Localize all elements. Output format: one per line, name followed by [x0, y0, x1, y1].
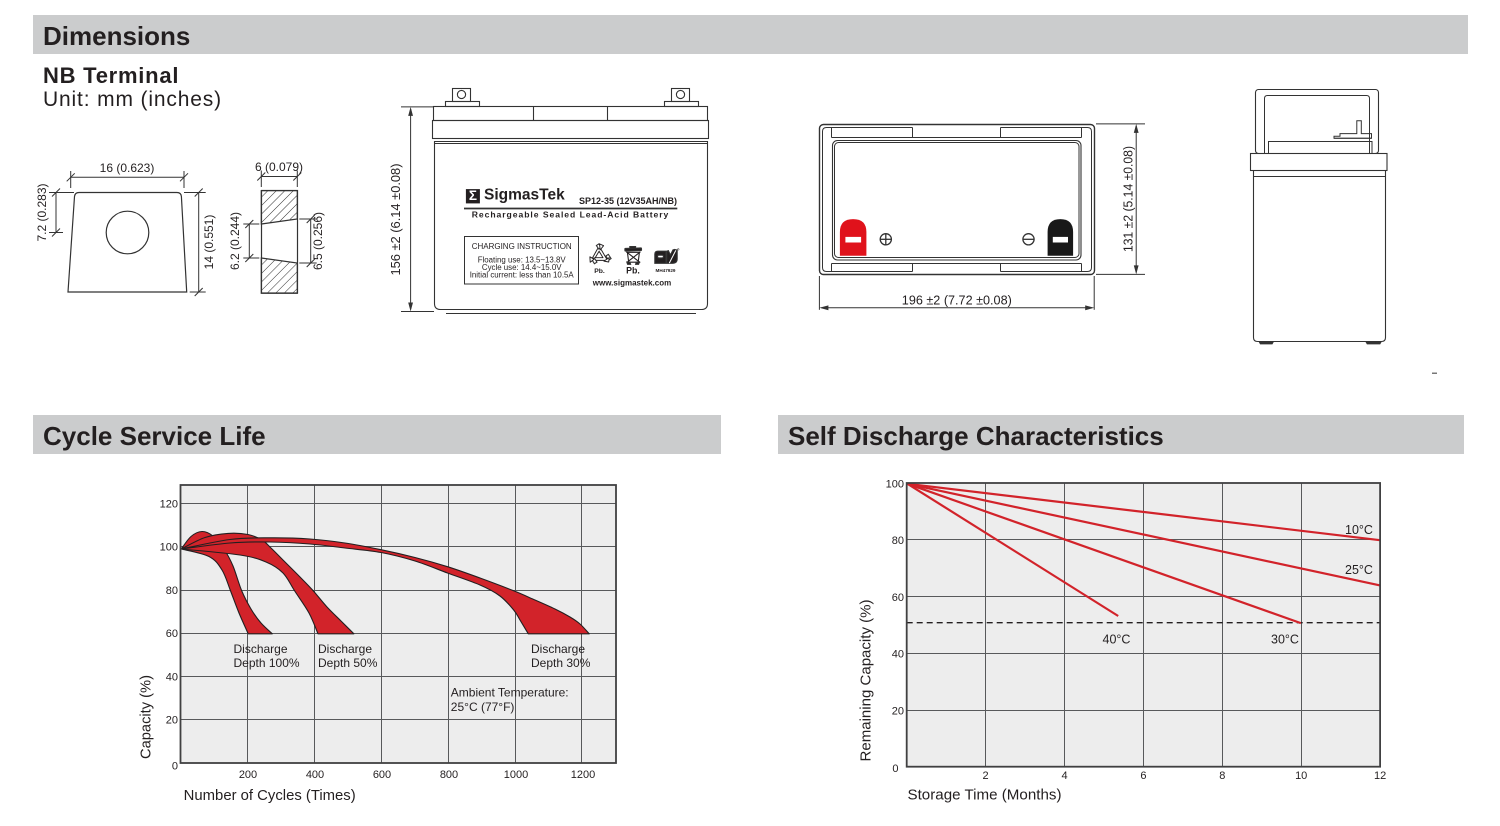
svg-text:0: 0: [172, 761, 178, 773]
svg-text:80: 80: [892, 535, 904, 547]
svg-text:20: 20: [892, 705, 904, 717]
svg-text:MH47929: MH47929: [656, 268, 676, 273]
svg-text:156 ±2 (6.14 ±0.08): 156 ±2 (6.14 ±0.08): [388, 164, 403, 276]
svg-text:Pb.: Pb.: [626, 266, 640, 276]
svg-text:6: 6: [1140, 770, 1146, 782]
svg-text:Floating use: 13.5~13.8V: Floating use: 13.5~13.8V: [478, 256, 567, 265]
svg-text:Number of Cycles (Times): Number of Cycles (Times): [184, 788, 356, 804]
svg-text:10°C: 10°C: [1345, 523, 1373, 537]
svg-text:8: 8: [1219, 770, 1225, 782]
svg-text:40: 40: [892, 649, 904, 661]
svg-text:Cycle use: 14.4~15.0V: Cycle use: 14.4~15.0V: [482, 263, 562, 272]
svg-text:4: 4: [1061, 770, 1067, 782]
svg-text:CHARGING INSTRUCTION: CHARGING INSTRUCTION: [472, 242, 572, 251]
svg-text:Ambient Temperature:: Ambient Temperature:: [451, 686, 569, 700]
svg-text:60: 60: [892, 592, 904, 604]
svg-text:200: 200: [239, 769, 257, 781]
svg-text:120: 120: [160, 498, 178, 510]
svg-text:40: 40: [166, 671, 178, 683]
svg-text:30°C: 30°C: [1271, 633, 1299, 647]
svg-text:196 ±2 (7.72 ±0.08): 196 ±2 (7.72 ±0.08): [902, 294, 1012, 308]
svg-text:20: 20: [166, 715, 178, 727]
svg-text:0: 0: [892, 763, 898, 775]
svg-text:16 (0.623): 16 (0.623): [100, 161, 155, 175]
svg-text:6.5 (0.256): 6.5 (0.256): [311, 212, 325, 270]
svg-text:6 (0.079): 6 (0.079): [255, 160, 303, 174]
svg-text:1200: 1200: [571, 769, 595, 781]
svg-text:Discharge: Discharge: [531, 642, 585, 656]
svg-text:SP12-35 (12V35AH/NB): SP12-35 (12V35AH/NB): [579, 196, 677, 206]
svg-text:6.2 (0.244): 6.2 (0.244): [228, 212, 242, 270]
svg-text:60: 60: [166, 628, 178, 640]
svg-text:131 ±2 (5.14 ±0.08): 131 ±2 (5.14 ±0.08): [1121, 146, 1136, 252]
svg-text:1000: 1000: [504, 769, 528, 781]
svg-text:25°C (77°F): 25°C (77°F): [451, 700, 515, 714]
svg-text:Depth 30%: Depth 30%: [531, 656, 591, 670]
svg-text:80: 80: [166, 585, 178, 597]
svg-text:100: 100: [886, 478, 904, 490]
svg-text:SigmasTek: SigmasTek: [484, 186, 565, 203]
svg-text:25°C: 25°C: [1345, 563, 1373, 577]
svg-text:www.sigmastek.com: www.sigmastek.com: [592, 279, 671, 288]
svg-text:Rechargeable Sealed Lead-Acid: Rechargeable Sealed Lead-Acid Battery: [472, 210, 670, 220]
svg-text:14 (0.551): 14 (0.551): [202, 215, 216, 270]
svg-text:Pb.: Pb.: [594, 268, 605, 275]
svg-text:100: 100: [160, 542, 178, 554]
svg-text:40°C: 40°C: [1103, 633, 1131, 647]
svg-text:Storage Time (Months): Storage Time (Months): [908, 788, 1062, 804]
svg-text:Remaining Capacity (%): Remaining Capacity (%): [859, 600, 875, 762]
svg-text:Discharge: Discharge: [318, 642, 372, 656]
svg-text:400: 400: [306, 769, 324, 781]
svg-text:Depth 50%: Depth 50%: [318, 656, 378, 670]
svg-text:Capacity (%): Capacity (%): [139, 675, 155, 759]
svg-text:800: 800: [440, 769, 458, 781]
svg-text:12: 12: [1374, 770, 1386, 782]
svg-text:Depth 100%: Depth 100%: [234, 656, 300, 670]
svg-text:2: 2: [983, 770, 989, 782]
svg-text:Initial current: less than 10.: Initial current: less than 10.5A: [470, 271, 575, 280]
svg-text:Σ: Σ: [469, 188, 477, 203]
svg-text:7.2 (0.283): 7.2 (0.283): [35, 183, 49, 241]
svg-text:600: 600: [373, 769, 391, 781]
svg-text:Discharge: Discharge: [234, 642, 288, 656]
svg-text:10: 10: [1295, 770, 1307, 782]
